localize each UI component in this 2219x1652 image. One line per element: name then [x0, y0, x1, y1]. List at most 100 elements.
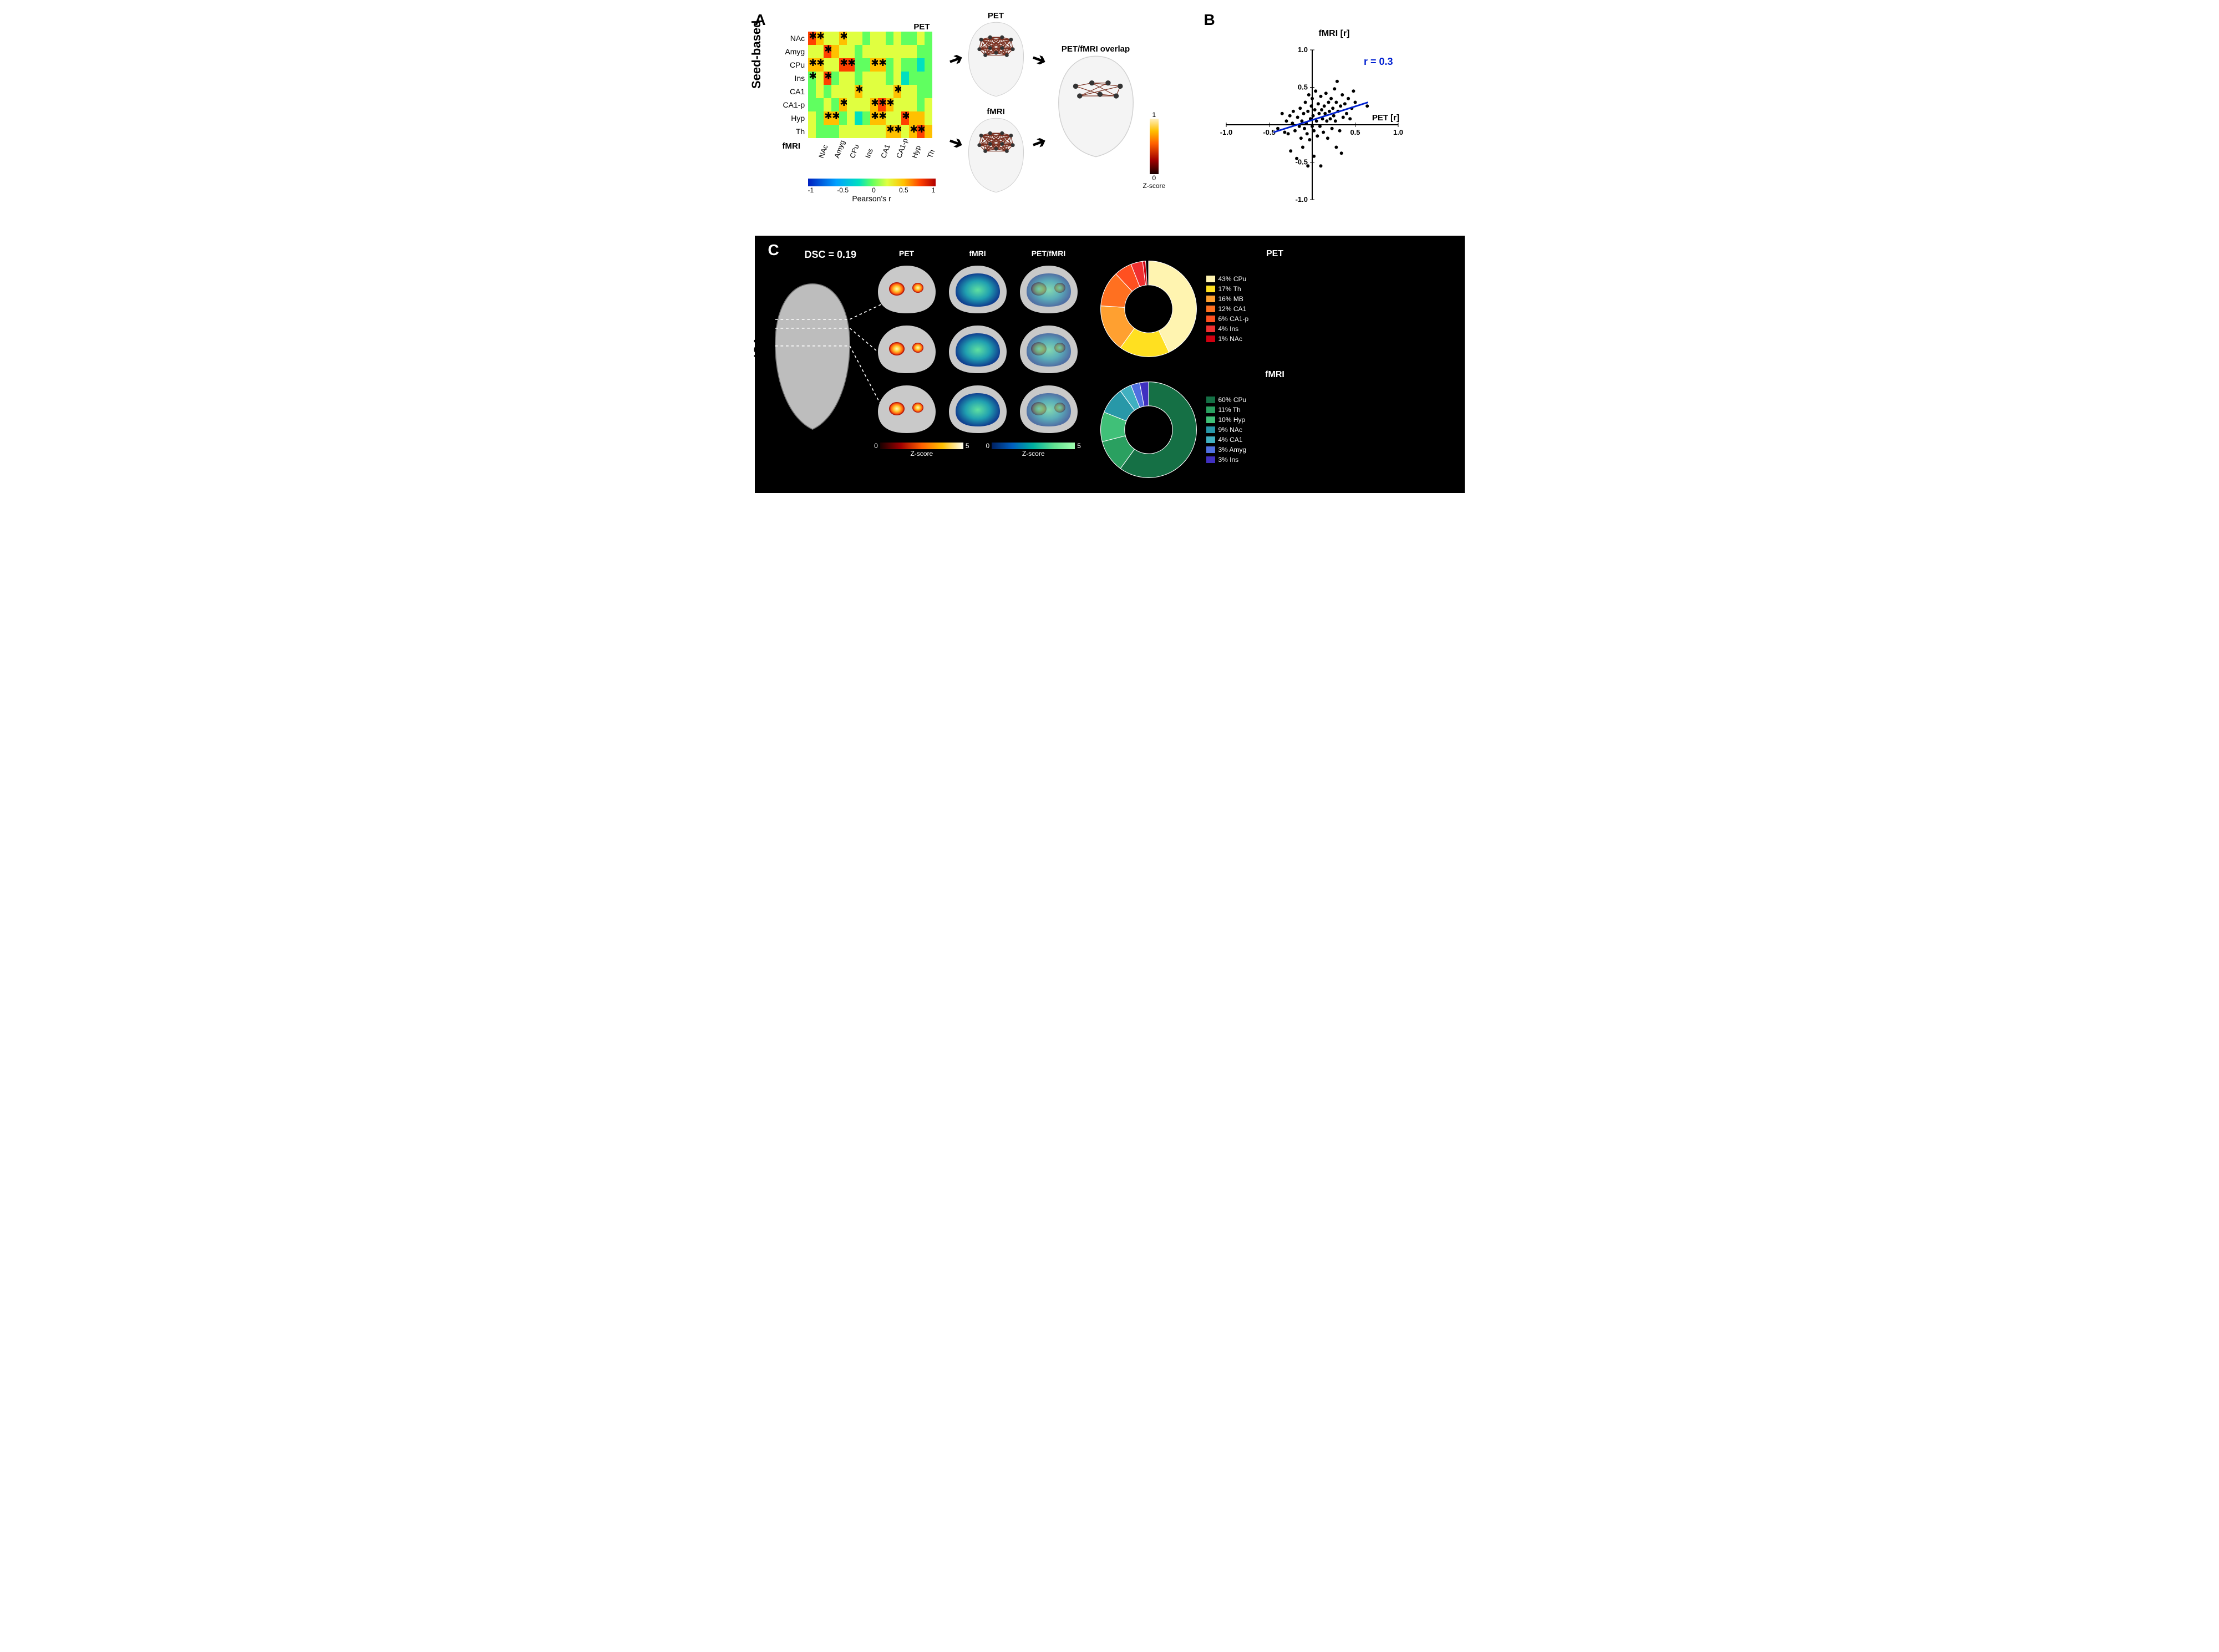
svg-text:r = 0.3: r = 0.3: [1364, 56, 1393, 67]
legend-swatch: [1206, 426, 1215, 433]
legend-item: 9% NAc: [1206, 425, 1247, 435]
slice-block: PET fMRI PET/fMRI 0 5 Z-score: [874, 249, 1082, 480]
heatmap-cell: ✱: [870, 111, 878, 125]
heatmap-cell: [917, 72, 925, 85]
zscore-colorbar: [1150, 119, 1159, 174]
arrow-icon: ➔: [946, 131, 966, 154]
heatmap-cell: [878, 125, 886, 138]
heatmap-cell: [839, 45, 847, 58]
heatmap-cell: [909, 85, 917, 98]
dsc-value: DSC = 0.19: [805, 249, 857, 261]
heatmap-cell: [901, 72, 909, 85]
brain-overlap: [1054, 54, 1138, 159]
panel-c: C DSC = 0.19 PET fMRI PET/fMRI 0: [755, 236, 1465, 493]
zscore-colorbar-group: 1 0 Z-score: [1143, 111, 1166, 190]
arrow-icon: ➔: [1029, 131, 1049, 154]
heatmap-cell: ✱: [878, 58, 886, 72]
heatmap-cell: ✱: [847, 58, 855, 72]
heatmap-row-label: CPu: [783, 58, 809, 72]
heatmap-cell: [917, 85, 925, 98]
heatmap-cell: [917, 98, 925, 111]
hot-min: 0: [874, 442, 878, 450]
col-head-fmri: fMRI: [945, 249, 1011, 258]
heatmap-cell: ✱: [839, 98, 847, 111]
heatmap-cell: ✱: [839, 32, 847, 45]
heatmap-cell: [831, 45, 839, 58]
legend-item: 4% Ins: [1206, 324, 1249, 334]
heatmap-cell: [816, 85, 824, 98]
heatmap-cell: [831, 98, 839, 111]
heatmap-cell: [862, 85, 870, 98]
pet-donut-group: PET 43% CPu17% Th16% MB12% CA16% CA1-p4%…: [1099, 249, 1451, 359]
heatmap-cell: [917, 111, 925, 125]
heatmap-cell: [925, 125, 932, 138]
heatmap-cell: [909, 98, 917, 111]
legend-text: 16% MB: [1218, 294, 1243, 304]
legend-text: 3% Amyg: [1218, 445, 1247, 455]
pearson-colorbar-ticks: -1-0.500.51: [808, 186, 936, 194]
heatmap-cell: [862, 32, 870, 45]
heatmap-cell: [831, 58, 839, 72]
brain-overlap-label: PET/fMRI overlap: [1054, 44, 1138, 54]
heatmap-cell: [886, 58, 893, 72]
brain-pet-label: PET: [966, 11, 1027, 21]
heatmap-cell: [893, 58, 901, 72]
fmri-donut: [1099, 380, 1199, 480]
arrow-icon: ➔: [946, 48, 966, 71]
legend-swatch: [1206, 306, 1215, 312]
slice-locator-brain: [768, 277, 857, 443]
legend-text: 1% NAc: [1218, 334, 1242, 344]
heatmap-cell: [862, 45, 870, 58]
legend-text: 9% NAc: [1218, 425, 1242, 435]
zscore-min: 0: [1152, 174, 1156, 182]
brain-pet: [966, 21, 1027, 98]
brain-fmri: [966, 116, 1027, 194]
heatmap-cell: [847, 45, 855, 58]
legend-item: 12% CA1: [1206, 304, 1249, 314]
heatmap-cell: [839, 125, 847, 138]
heatmap-cell: ✱: [893, 125, 901, 138]
heatmap-cell: [808, 45, 816, 58]
legend-text: 60% CPu: [1218, 395, 1247, 405]
svg-text:1.0: 1.0: [1297, 45, 1307, 54]
svg-text:PET [r]: PET [r]: [1372, 113, 1399, 123]
legend-swatch: [1206, 406, 1215, 413]
heatmap-cell: [925, 72, 932, 85]
heatmap-cell: [839, 85, 847, 98]
heatmap-cell: [909, 111, 917, 125]
legend-swatch: [1206, 276, 1215, 282]
brain-overlap-group: PET/fMRI overlap: [1054, 44, 1138, 159]
heatmap-row-label: Th: [783, 125, 809, 138]
heatmap-cell: ✱: [816, 32, 824, 45]
heatmap-cell: [917, 58, 925, 72]
heatmap-cell: [925, 111, 932, 125]
heatmap-cell: [862, 58, 870, 72]
heatmap-cell: ✱: [816, 58, 824, 72]
panel-a-sidelabel: Seed-based: [749, 21, 764, 89]
heatmap-row-label: Amyg: [783, 45, 809, 58]
hot-colorbar-group: 0 5 Z-score: [874, 442, 969, 458]
fmri-legend: 60% CPu11% Th10% Hyp9% NAc4% CA13% Amyg3…: [1206, 395, 1247, 465]
heatmap-cell: [824, 32, 831, 45]
heatmap-cell: [917, 45, 925, 58]
fmri-donut-title: fMRI: [1099, 370, 1451, 380]
heatmap-cell: [847, 32, 855, 45]
heatmap-cell: [839, 72, 847, 85]
heatmap-cell: [855, 45, 862, 58]
heatmap-cell: [808, 98, 816, 111]
legend-swatch: [1206, 446, 1215, 453]
heatmap-cell: ✱: [917, 125, 925, 138]
heatmap-cell: [831, 125, 839, 138]
correlation-heatmap: NAc✱✱✱Amyg✱CPu✱✱✱✱✱✱Ins✱✱CA1✱✱CA1-p✱✱✱✱H…: [783, 32, 933, 138]
legend-swatch: [1206, 436, 1215, 443]
legend-item: 11% Th: [1206, 405, 1247, 415]
legend-text: 4% Ins: [1218, 324, 1239, 334]
heatmap-cell: [808, 125, 816, 138]
heatmap-cell: [878, 85, 886, 98]
heatmap-bottom-axis: fMRI: [783, 141, 808, 151]
heatmap-cell: ✱: [886, 125, 893, 138]
heatmap-cell: [901, 125, 909, 138]
cool-colorbar: [992, 443, 1075, 449]
heatmap-cell: [831, 85, 839, 98]
heatmap-cell: [925, 85, 932, 98]
